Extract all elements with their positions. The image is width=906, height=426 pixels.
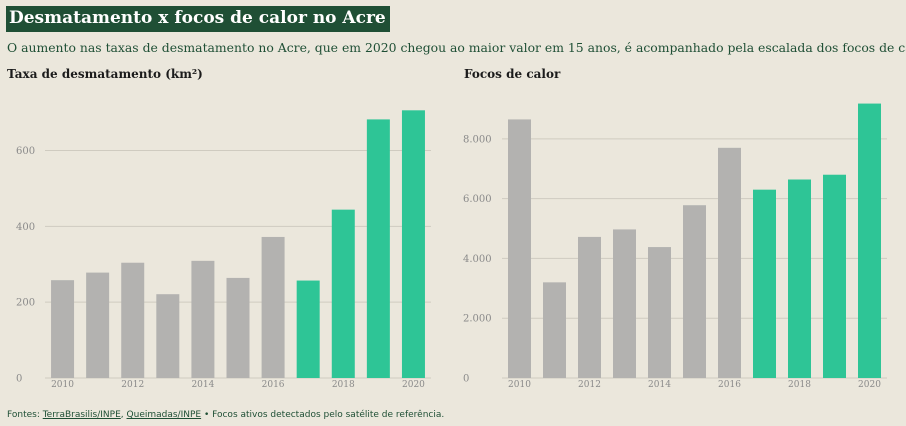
bar-2010 (508, 119, 531, 378)
footer-prefix: Fontes: (7, 410, 43, 420)
x-tick-label: 2020 (402, 380, 425, 390)
bar-2018 (331, 209, 355, 378)
y-tick-label: 2.000 (463, 314, 492, 325)
sources-footer: Fontes: TerraBrasilis/INPE, Queimadas/IN… (7, 410, 444, 420)
x-tick-label: 2014 (648, 380, 671, 390)
y-tick-label: 400 (16, 222, 35, 233)
x-tick-label: 2020 (858, 380, 881, 390)
x-tick-label: 2012 (578, 380, 601, 390)
bar-2016 (261, 236, 285, 378)
bar-2017 (753, 189, 776, 378)
x-tick-label: 2012 (121, 380, 144, 390)
bar-2014 (191, 260, 215, 378)
x-tick-label: 2018 (332, 380, 355, 390)
bar-2016 (718, 147, 741, 378)
deforestation-chart-title: Taxa de desmatamento (km²) (7, 67, 203, 81)
bar-2010 (51, 280, 75, 378)
y-tick-label: 8.000 (463, 134, 492, 145)
y-tick-label: 0 (463, 374, 469, 385)
bar-2012 (578, 236, 601, 378)
source-link-terrabrasilis[interactable]: TerraBrasilis/INPE (42, 410, 121, 420)
bar-2011 (86, 272, 110, 378)
footer-note: • Focos ativos detectados pelo satélite … (201, 410, 445, 420)
chart-subtitle: O aumento nas taxas de desmatamento no A… (7, 40, 906, 55)
x-tick-label: 2018 (788, 380, 811, 390)
bar-2013 (613, 229, 636, 378)
bar-2013 (156, 294, 180, 378)
bar-2011 (543, 282, 566, 378)
bar-2017 (296, 280, 320, 378)
fire-hotspots-chart-title: Focos de calor (464, 67, 561, 81)
y-tick-label: 4.000 (463, 254, 492, 265)
x-tick-label: 2010 (51, 380, 74, 390)
bar-2015 (226, 277, 250, 378)
bar-2020 (858, 103, 881, 378)
x-tick-label: 2016 (262, 380, 285, 390)
bar-2014 (648, 247, 671, 378)
x-tick-label: 2014 (191, 380, 214, 390)
bar-2018 (788, 179, 811, 378)
y-tick-label: 0 (16, 374, 22, 385)
bar-2020 (401, 110, 425, 378)
chart-title: Desmatamento x focos de calor no Acre (6, 6, 390, 32)
source-link-queimadas[interactable]: Queimadas/INPE (126, 410, 202, 420)
y-tick-label: 200 (16, 298, 35, 309)
bar-2019 (823, 174, 846, 378)
bar-2019 (366, 119, 390, 379)
bar-2015 (683, 205, 706, 378)
x-tick-label: 2010 (508, 380, 531, 390)
y-tick-label: 6.000 (463, 194, 492, 205)
x-tick-label: 2016 (718, 380, 741, 390)
bar-2012 (121, 262, 145, 378)
y-tick-label: 600 (16, 146, 35, 157)
footer-separator: , (120, 410, 127, 420)
